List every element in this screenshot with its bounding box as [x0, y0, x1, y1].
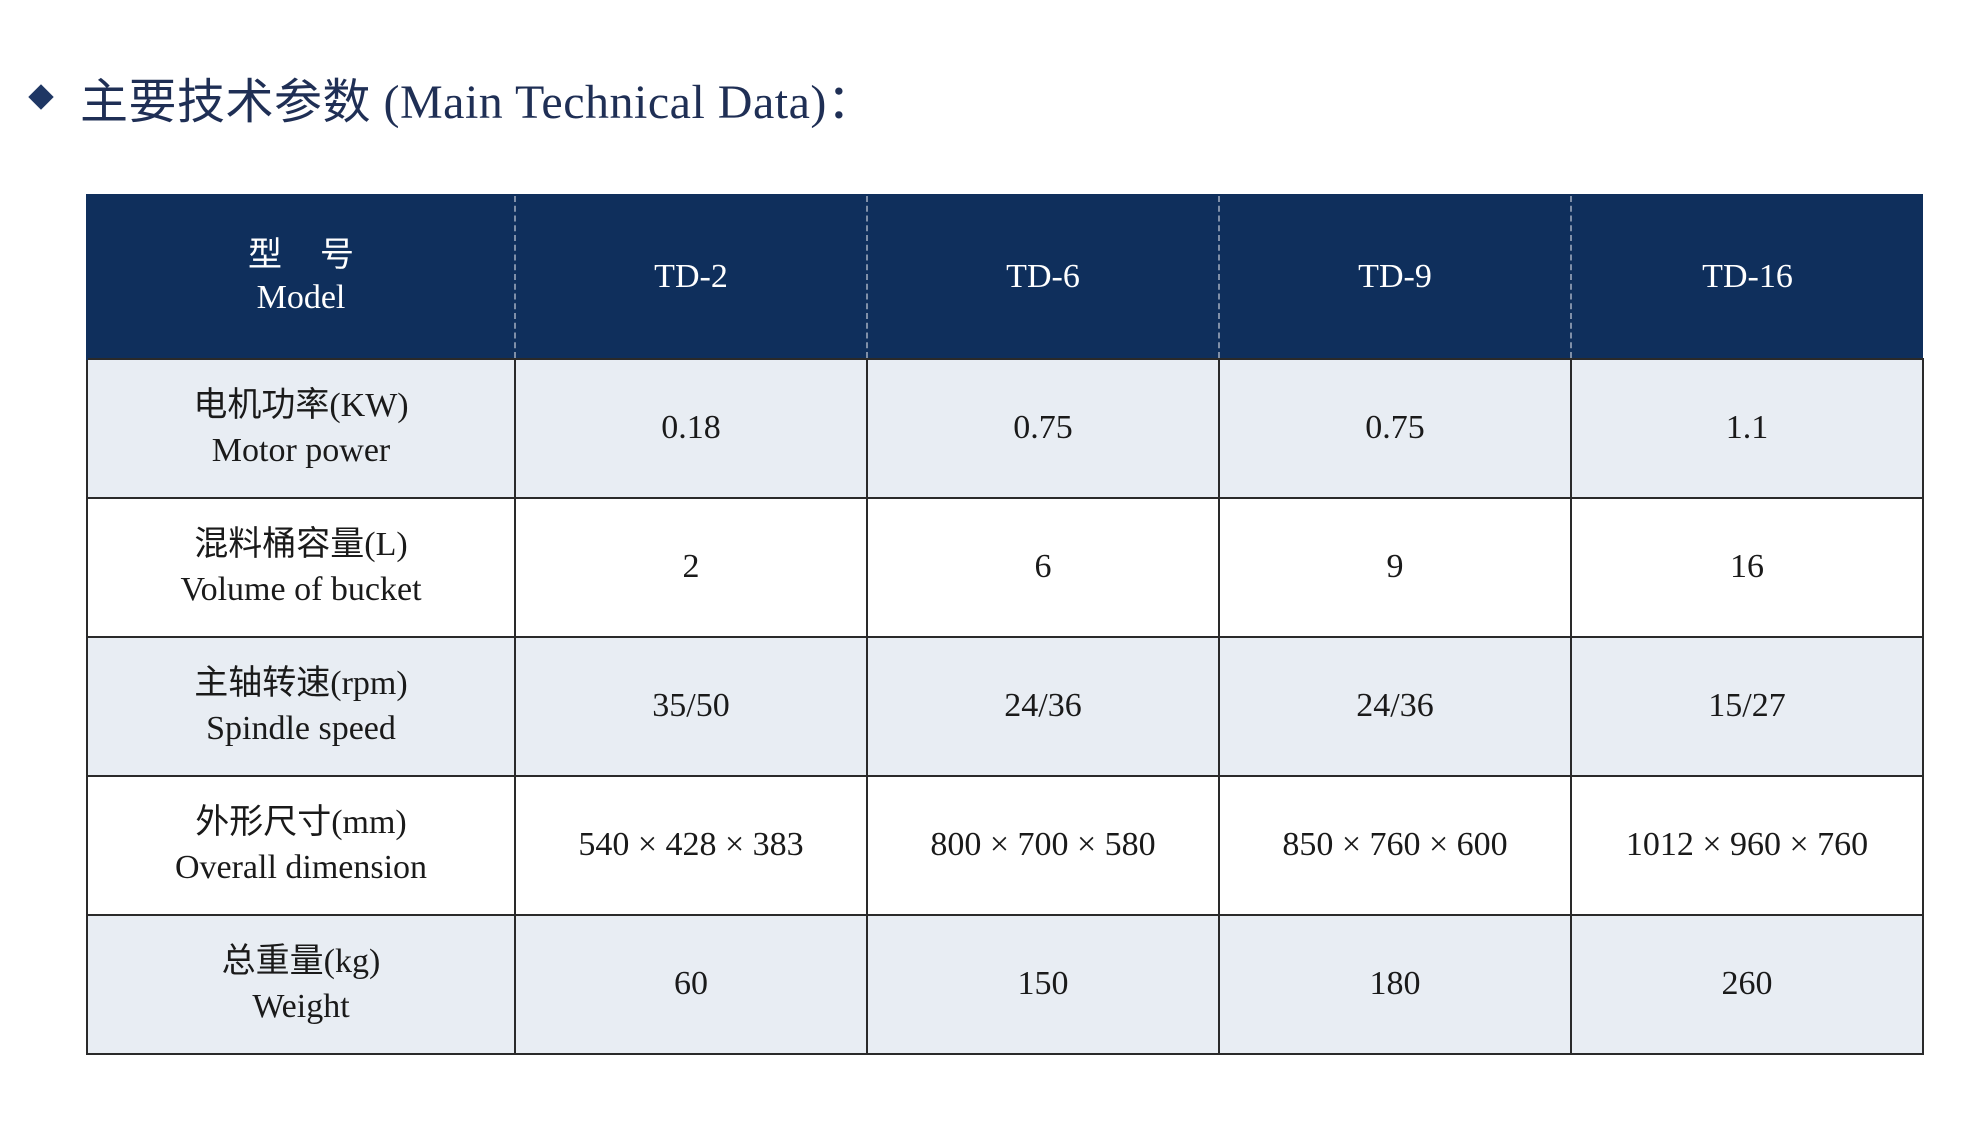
value-cell: 16: [1570, 497, 1924, 638]
technical-data-table: 型号 Model TD-2 TD-6 TD-9 TD-16 电机功率(KW) Mo…: [86, 194, 1924, 1055]
table-header-row: 型号 Model TD-2 TD-6 TD-9 TD-16: [86, 194, 1923, 359]
value-cell: 2: [514, 497, 868, 638]
value-cell: 800 × 700 × 580: [866, 775, 1220, 916]
header-label-en: Model: [256, 279, 346, 316]
header-label-zh: 型号: [248, 236, 392, 274]
value-cell: 0.18: [514, 358, 868, 499]
title-row: 主要技术参数 (Main Technical Data)：: [26, 62, 875, 132]
header-model-cell: TD-6: [866, 194, 1219, 359]
value-cell: 540 × 428 × 383: [514, 775, 868, 916]
value-cell: 15/27: [1570, 636, 1924, 777]
table-row: 主轴转速(rpm) Spindle speed 35/50 24/36 24/36 15/…: [86, 636, 1924, 777]
value-cell: 150: [866, 914, 1220, 1055]
row-label-zh: 电机功率(KW): [193, 387, 409, 425]
value-cell: 0.75: [866, 358, 1220, 499]
row-label-zh: 混料桶容量(L): [194, 526, 408, 564]
row-label-cell: 混料桶容量(L) Volume of bucket: [86, 497, 516, 638]
row-label-cell: 电机功率(KW) Motor power: [86, 358, 516, 499]
value-cell: 35/50: [514, 636, 868, 777]
value-cell: 6: [866, 497, 1220, 638]
row-label-cell: 总重量(kg) Weight: [86, 914, 516, 1055]
row-label-en: Weight: [252, 987, 350, 1025]
row-label-zh: 主轴转速(rpm): [194, 665, 408, 703]
value-cell: 60: [514, 914, 868, 1055]
row-label-en: Overall dimension: [174, 848, 428, 886]
row-label-cell: 外形尺寸(mm) Overall dimension: [86, 775, 516, 916]
value-cell: 24/36: [1218, 636, 1572, 777]
table-row: 混料桶容量(L) Volume of bucket 2 6 9 16: [86, 497, 1924, 638]
header-model-cell: TD-2: [514, 194, 867, 359]
diamond-bullet-icon: [28, 84, 54, 110]
row-label-en: Spindle speed: [206, 709, 396, 747]
value-cell: 850 × 760 × 600: [1218, 775, 1572, 916]
header-model-cell: TD-9: [1218, 194, 1571, 359]
page-title: 主要技术参数 (Main Technical Data)：: [80, 76, 876, 129]
table-row: 总重量(kg) Weight 60 150 180 260: [86, 914, 1924, 1055]
value-cell: 180: [1218, 914, 1572, 1055]
table-row: 电机功率(KW) Motor power 0.18 0.75 0.75 1.1: [86, 358, 1924, 499]
value-cell: 1012 × 960 × 760: [1570, 775, 1924, 916]
table-row: 外形尺寸(mm) Overall dimension 540 × 428 × 383…: [86, 775, 1924, 916]
header-model-label: 型号 Model: [86, 194, 515, 359]
value-cell: 1.1: [1570, 358, 1924, 499]
row-label-cell: 主轴转速(rpm) Spindle speed: [86, 636, 516, 777]
row-label-zh: 外形尺寸(mm): [195, 804, 407, 842]
value-cell: 24/36: [866, 636, 1220, 777]
value-cell: 260: [1570, 914, 1924, 1055]
value-cell: 9: [1218, 497, 1572, 638]
row-label-zh: 总重量(kg): [221, 943, 381, 981]
header-model-cell: TD-16: [1570, 194, 1923, 359]
row-label-en: Motor power: [211, 431, 391, 469]
value-cell: 0.75: [1218, 358, 1572, 499]
row-label-en: Volume of bucket: [180, 570, 422, 608]
